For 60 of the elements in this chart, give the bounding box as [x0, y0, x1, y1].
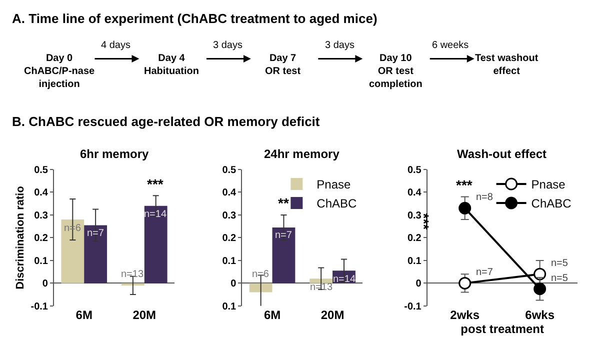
text: Test washout effect: [475, 53, 539, 77]
y-tick-label: -0.1: [404, 301, 422, 312]
text: 3 days: [325, 40, 354, 51]
y-tick-label: 0.5: [407, 165, 422, 176]
x-tick-label: 6M: [264, 308, 281, 322]
y-tick-label: 0.2: [34, 233, 48, 244]
text: A. Time line of experiment (ChABC treatment to aged mice): [12, 11, 378, 26]
annotation: ***: [147, 176, 164, 192]
y-tick-label: -0.1: [30, 301, 48, 312]
annotation: n=7: [87, 228, 104, 239]
y-tick-label: 0: [230, 278, 237, 290]
y-tick-label: 0.2: [407, 233, 422, 244]
y-tick-label: 0.2: [222, 233, 237, 244]
y-tick-label: 0.5: [34, 165, 48, 176]
y-tick-label: 0.4: [222, 188, 237, 199]
x-axis-title: post treatment: [460, 322, 544, 336]
legend-label: ChABC: [531, 196, 572, 211]
annotation: n=6: [252, 269, 270, 280]
text: 3 days: [213, 40, 242, 51]
y-tick-label: 0: [416, 278, 422, 290]
legend-label: Pnase: [316, 178, 352, 192]
x-tick-label: 6wks: [525, 308, 555, 322]
chart-title: 6hr memory: [80, 147, 150, 161]
x-tick-label: 20M: [132, 308, 156, 322]
x-tick-label: 2wks: [450, 308, 480, 322]
annotation: n=7: [275, 230, 292, 241]
y-axis-title: Discrimination ratio: [14, 186, 26, 290]
annotation: n=14: [333, 274, 356, 285]
legend-label: Pnase: [531, 178, 566, 192]
y-tick-label: 0.4: [407, 188, 422, 199]
y-tick-label: 0.1: [222, 256, 237, 267]
annotation: n=14: [144, 209, 167, 220]
y-tick-label: 0.4: [34, 188, 48, 199]
y-tick-label: 0: [42, 278, 48, 290]
annotation: n=5: [551, 273, 568, 284]
legend-label: ChABC: [316, 196, 358, 211]
annotation: n=8: [476, 192, 494, 203]
chart-subtitle: B. ChABC rescued age-related OR memory deficit: [12, 114, 320, 129]
annotation: n=5: [551, 258, 568, 269]
chart-title: 24hr memory: [264, 147, 340, 161]
annotation: **: [278, 195, 290, 211]
text: Day 7 OR test: [265, 53, 302, 77]
y-tick-label: 0.5: [222, 165, 237, 176]
text: Day 10 OR test completion: [369, 53, 422, 90]
text: 6 weeks: [432, 40, 469, 51]
y-tick-label: 0.3: [222, 210, 237, 222]
y-tick-label: 0.3: [407, 210, 422, 222]
text: Day 4 Habituation: [144, 53, 199, 77]
y-tick-label: 0.1: [34, 256, 48, 267]
chart-title: Wash-out effect: [457, 147, 547, 161]
text: 4 days: [101, 40, 130, 51]
y-tick-label: 0.3: [34, 210, 48, 222]
text: Day 0 ChABC/P-nase injection: [24, 53, 96, 90]
y-tick-label: 0.1: [222, 301, 237, 312]
y-tick-label: 0.1: [407, 256, 422, 267]
annotation: ***: [456, 177, 473, 193]
annotation: n=7: [476, 267, 494, 278]
x-tick-label: 20M: [320, 308, 344, 322]
annotation: n=13: [121, 269, 144, 280]
x-tick-label: 6M: [76, 308, 92, 322]
